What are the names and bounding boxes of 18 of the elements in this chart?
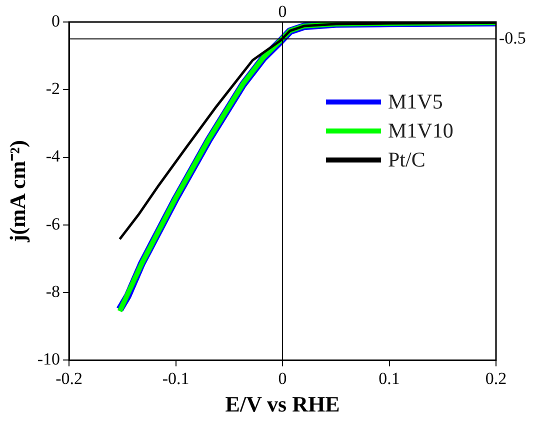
y-tick-label: -8 — [46, 282, 60, 302]
y-tick-label: 0 — [52, 11, 60, 30]
x-tick-label: 0 — [278, 368, 287, 388]
y-tick-label: -4 — [46, 146, 61, 166]
x-axis-title: E/V vs RHE — [225, 391, 340, 416]
x-tick-label: 0.1 — [378, 368, 400, 388]
y-tick-label: -10 — [37, 350, 60, 369]
y-tick-label: -2 — [46, 79, 60, 98]
y-axis-title: j(mA cm⁻²) — [4, 140, 30, 244]
ref-line-label: -0.5 — [499, 28, 526, 48]
legend-label: M1V5 — [388, 90, 443, 114]
x-tick-label: -0.1 — [162, 368, 190, 388]
legend-label: Pt/C — [388, 148, 426, 172]
ref-line-label: 0 — [278, 2, 287, 21]
y-tick-label: -6 — [46, 214, 60, 234]
legend-label: M1V10 — [388, 118, 454, 143]
x-tick-label: 0.2 — [485, 368, 507, 388]
x-tick-label: -0.2 — [56, 368, 83, 388]
